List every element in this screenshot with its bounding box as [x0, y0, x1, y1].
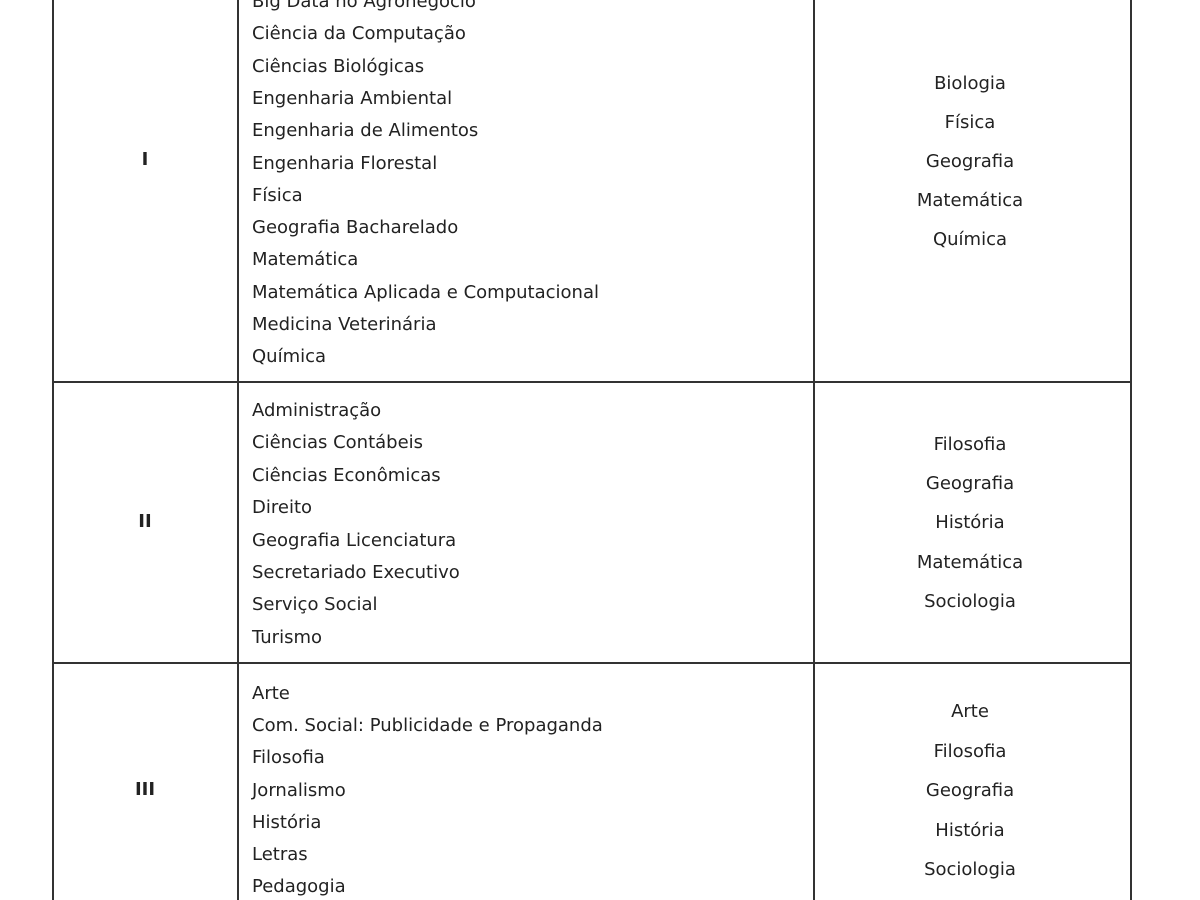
course-name: Com. Social: Publicidade e Propaganda: [252, 715, 603, 737]
subject-name: Arte: [951, 701, 989, 722]
row-border: [52, 662, 1132, 664]
subject-name: Geografia: [925, 780, 1015, 801]
group-label: I: [141, 149, 149, 170]
course-name: Secretariado Executivo: [252, 562, 460, 583]
subject-name: Filosofia: [933, 740, 1007, 762]
subject-name: Sociologia: [924, 859, 1016, 880]
column-border: [813, 0, 815, 900]
subject-name: Geografia: [925, 151, 1015, 172]
course-name: Engenharia Ambiental: [252, 87, 453, 109]
course-name: Filosofia: [252, 747, 325, 769]
course-name: Direito: [252, 497, 313, 519]
course-name: Ciência da Computação: [252, 23, 466, 45]
group-label: II: [138, 511, 152, 532]
course-name: Big Data no Agronegócio: [252, 0, 476, 12]
course-name: Ciências Biológicas: [252, 55, 425, 77]
course-name: História: [252, 811, 322, 833]
course-name: Serviço Social: [252, 594, 378, 616]
course-name: Jornalismo: [252, 779, 346, 801]
course-name: Engenharia Florestal: [252, 152, 438, 174]
course-name: Turismo: [252, 626, 322, 648]
course-name: Letras: [252, 844, 308, 865]
subject-name: Matemática: [916, 551, 1024, 573]
course-name: Arte: [252, 683, 290, 704]
subject-name: Filosofia: [933, 434, 1007, 455]
column-border: [237, 0, 239, 900]
group-label: III: [134, 779, 156, 800]
subject-name: História: [935, 819, 1005, 841]
subject-name: Matemática: [916, 190, 1024, 211]
course-name: Administração: [252, 400, 382, 421]
subject-name: Sociologia: [924, 590, 1016, 612]
subject-name: Geografia: [925, 473, 1015, 495]
course-name: Matemática: [252, 249, 359, 271]
subject-name: Biologia: [934, 73, 1006, 94]
course-name: Física: [252, 184, 303, 206]
column-border: [52, 0, 54, 900]
course-name: Geografia Bacharelado: [252, 217, 459, 239]
row-border: [52, 381, 1132, 383]
course-name: Geografia Licenciatura: [252, 529, 457, 551]
course-name: Engenharia de Alimentos: [252, 120, 479, 142]
subject-name: Química: [932, 229, 1008, 250]
course-name: Matemática Aplicada e Computacional: [252, 281, 599, 303]
course-name: Ciências Contábeis: [252, 432, 424, 454]
subject-name: Física: [944, 112, 996, 133]
course-name: Ciências Econômicas: [252, 464, 441, 486]
course-name: Medicina Veterinária: [252, 314, 437, 335]
column-border: [1130, 0, 1132, 900]
subject-name: História: [935, 512, 1005, 534]
course-name: Pedagogia: [252, 876, 346, 898]
course-name: Química: [252, 346, 327, 368]
